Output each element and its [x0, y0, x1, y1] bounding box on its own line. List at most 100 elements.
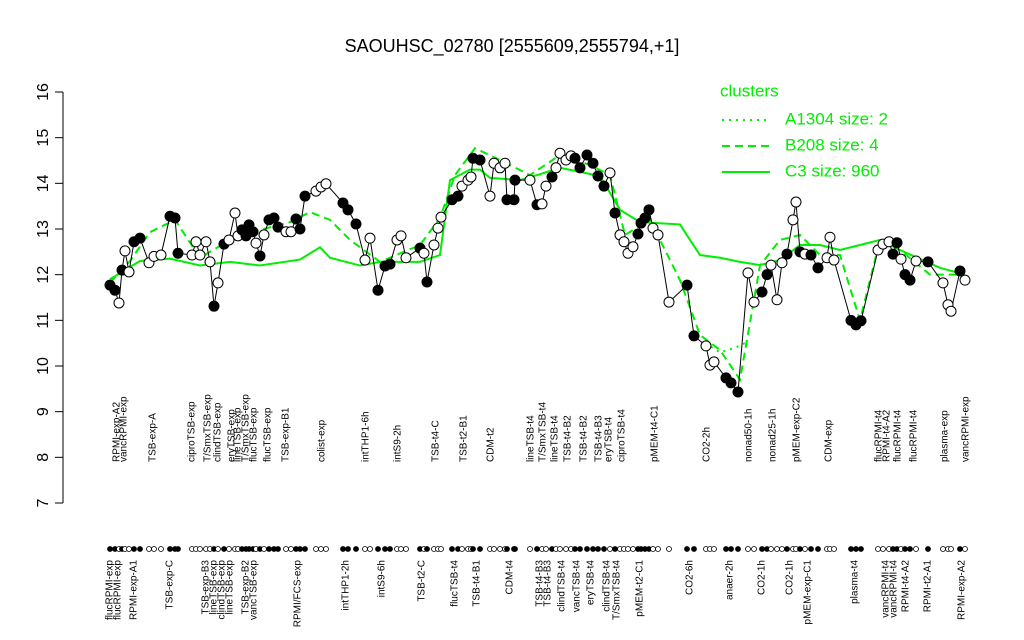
point: [790, 196, 802, 208]
rug-dot: [288, 546, 294, 552]
point: [250, 237, 262, 249]
rug-dot: [470, 546, 476, 552]
rug-dot: [925, 546, 931, 552]
point: [428, 239, 440, 251]
point: [172, 247, 184, 259]
point: [700, 340, 712, 352]
rug-dot: [137, 546, 143, 552]
x-label: flucRPMI-exp: [105, 560, 116, 620]
rug-dot: [797, 546, 803, 552]
point: [787, 214, 799, 226]
x-label: plasma-t4: [850, 560, 861, 604]
point: [268, 212, 280, 224]
rug-dot: [146, 546, 152, 552]
x-label: TSB-t4-B1: [472, 560, 483, 607]
rug-dot: [815, 546, 821, 552]
x-label: TSB-t4-B3: [535, 560, 546, 607]
point: [432, 222, 444, 234]
point: [372, 284, 384, 296]
point: [828, 254, 840, 266]
rug-dot: [382, 546, 388, 552]
x-label: lineTSB-exp: [233, 407, 244, 462]
rug-dot: [403, 546, 409, 552]
rug-dot: [221, 546, 227, 552]
rug-dot: [175, 546, 181, 552]
x-label: flucRPMI-t4: [874, 409, 885, 462]
point: [169, 212, 181, 224]
point: [484, 190, 496, 202]
x-label: TSB-exp-B2: [241, 560, 252, 615]
x-label: T/SmxTSB-exp: [203, 394, 214, 462]
x-label: ciproTSB-exp: [187, 401, 198, 462]
x-label: flucRPMI-exp: [113, 560, 124, 620]
point: [285, 226, 297, 238]
rug-dot: [779, 546, 785, 552]
rug-dot: [768, 546, 774, 552]
point: [598, 180, 610, 192]
point: [761, 269, 773, 281]
legend-title: clusters: [720, 81, 779, 100]
rug-dot: [158, 546, 164, 552]
point: [254, 250, 266, 262]
y-tick-label: 13: [35, 220, 52, 238]
x-label: CO2-1h: [785, 560, 796, 595]
cluster-line: [704, 342, 746, 354]
point: [320, 178, 332, 190]
point: [887, 248, 899, 260]
y-tick-label: 8: [35, 453, 52, 462]
rug-dot: [527, 546, 533, 552]
x-label: flucRPMI-t4: [893, 409, 904, 462]
rug-dot: [353, 546, 359, 552]
rug-dot: [848, 546, 854, 552]
rug-dot: [497, 546, 503, 552]
point: [895, 253, 907, 265]
y-tick-label: 16: [35, 83, 52, 101]
rug-dot: [612, 546, 618, 552]
rug-dot: [601, 546, 607, 552]
x-label: CDM-exp: [824, 419, 835, 462]
rug-dot: [557, 546, 563, 552]
rug-dot: [424, 546, 430, 552]
point: [540, 180, 552, 192]
point: [959, 274, 971, 286]
rug-dot: [630, 546, 636, 552]
rug-dot: [107, 546, 113, 552]
x-label: pMEM-t2-C1: [635, 560, 646, 617]
y-tick-label: 9: [35, 407, 52, 416]
rug-dot: [261, 546, 267, 552]
rug-dot: [131, 546, 137, 552]
point: [465, 171, 477, 183]
point: [725, 377, 737, 389]
x-label: TSB-t4-B3: [594, 415, 605, 462]
rug-dot: [907, 546, 913, 552]
x-label: flucTSB-exp: [263, 407, 274, 462]
point: [247, 226, 259, 238]
point: [688, 330, 700, 342]
rug-dot: [655, 546, 661, 552]
y-tick-label: 11: [35, 312, 52, 329]
rug-dot: [957, 546, 963, 552]
point: [592, 170, 604, 182]
rug-dot: [266, 546, 272, 552]
rug-dot: [759, 546, 765, 552]
x-label: T/SmxTSB-exp: [241, 394, 252, 462]
y-tick-label: 12: [35, 266, 52, 284]
rug-dot: [880, 546, 886, 552]
point: [155, 249, 167, 261]
point: [771, 294, 783, 306]
rug-dot: [684, 546, 690, 552]
point: [258, 229, 270, 241]
point: [945, 305, 957, 317]
rug-dot: [858, 546, 864, 552]
point: [546, 171, 558, 183]
rug-dot: [387, 546, 393, 552]
point: [200, 236, 212, 248]
rug-dot: [449, 546, 455, 552]
point: [781, 248, 793, 260]
x-label: T/SmxTSB-t4: [538, 402, 549, 462]
point: [400, 252, 412, 264]
point: [204, 256, 216, 268]
point: [499, 157, 511, 169]
x-label: TSB-exp-B3: [201, 560, 212, 615]
rug-dot: [625, 546, 631, 552]
